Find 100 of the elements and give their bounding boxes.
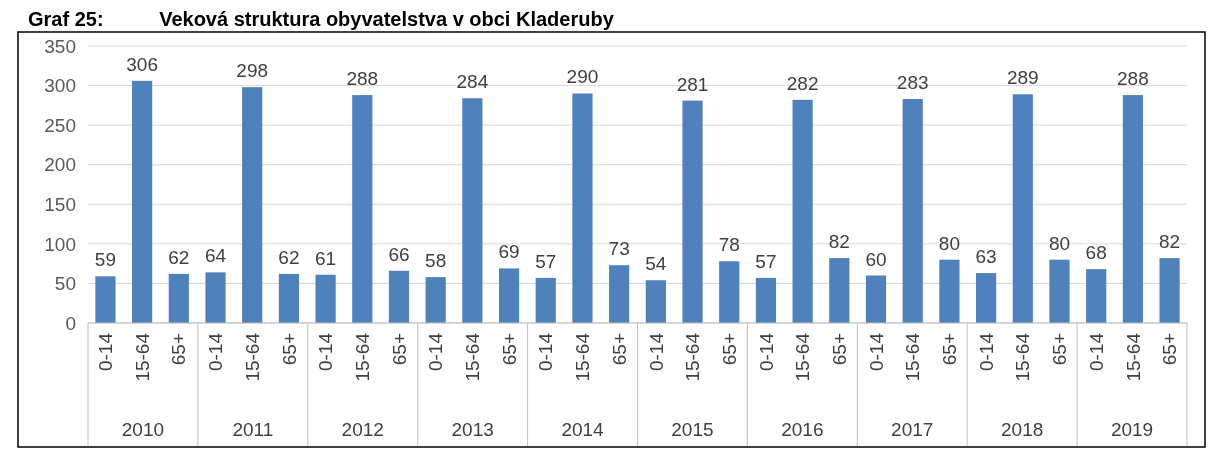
y-tick-label: 150 bbox=[44, 193, 76, 215]
x-tick-label: 65+ bbox=[1049, 333, 1071, 366]
data-label: 68 bbox=[1085, 242, 1107, 264]
text: 2016 bbox=[781, 419, 824, 440]
y-tick-label: 0 bbox=[65, 312, 76, 334]
y-tick-label: 50 bbox=[54, 273, 76, 295]
data-label: 298 bbox=[236, 60, 269, 82]
text: 2013 bbox=[451, 419, 494, 440]
data-label: 283 bbox=[896, 72, 929, 94]
x-tick-label: 15-64 bbox=[682, 332, 704, 382]
text: 2012 bbox=[341, 419, 384, 440]
data-label: 57 bbox=[535, 250, 557, 272]
text: 2018 bbox=[1001, 419, 1044, 440]
x-tick-label: 15-64 bbox=[462, 332, 484, 382]
bar bbox=[132, 80, 153, 323]
bar bbox=[939, 259, 960, 323]
bar bbox=[425, 277, 446, 323]
data-label: 80 bbox=[938, 232, 960, 254]
bar bbox=[498, 268, 520, 323]
data-label: 60 bbox=[865, 248, 887, 270]
x-tick-label: 65+ bbox=[718, 333, 740, 366]
data-label: 62 bbox=[168, 246, 190, 268]
x-tick-label: 0-14 bbox=[315, 332, 337, 372]
text: 2014 bbox=[561, 419, 605, 440]
data-label: 82 bbox=[828, 231, 850, 253]
x-tick-label: 65+ bbox=[828, 333, 850, 366]
data-label: 73 bbox=[608, 238, 630, 260]
x-tick-label: 15-64 bbox=[241, 332, 263, 382]
bar bbox=[976, 273, 997, 323]
data-label: 59 bbox=[94, 249, 116, 271]
data-label: 78 bbox=[718, 234, 740, 256]
y-tick-label: 100 bbox=[44, 233, 76, 255]
data-label: 61 bbox=[315, 247, 337, 269]
x-tick-label: 15-64 bbox=[902, 332, 924, 382]
data-label: 66 bbox=[388, 243, 410, 265]
bar bbox=[315, 274, 336, 323]
bar bbox=[572, 93, 593, 323]
bar bbox=[1122, 95, 1143, 323]
bar bbox=[829, 258, 850, 323]
bar bbox=[352, 95, 373, 323]
x-tick-label: 0-14 bbox=[535, 332, 557, 372]
x-tick-label: 15-64 bbox=[572, 332, 594, 382]
x-tick-label: 0-14 bbox=[205, 332, 227, 372]
bar bbox=[865, 275, 887, 323]
data-label: 57 bbox=[755, 250, 777, 272]
bar bbox=[792, 99, 813, 323]
x-tick-label: 65+ bbox=[278, 333, 300, 366]
bar bbox=[278, 273, 299, 323]
bar bbox=[95, 276, 116, 323]
data-label: 58 bbox=[425, 250, 447, 272]
text: 2010 bbox=[121, 419, 165, 440]
text: 2019 bbox=[1110, 419, 1154, 440]
x-tick-label: 15-64 bbox=[1122, 332, 1144, 382]
data-label: 63 bbox=[975, 246, 997, 268]
x-tick-label: 15-64 bbox=[1012, 332, 1034, 382]
data-label: 288 bbox=[346, 68, 379, 90]
bar bbox=[902, 99, 923, 323]
x-tick-label: 0-14 bbox=[95, 332, 117, 372]
y-tick-label: 300 bbox=[44, 75, 76, 97]
data-label: 281 bbox=[676, 73, 709, 95]
text: 2015 bbox=[671, 419, 714, 440]
bar bbox=[645, 280, 666, 323]
data-label: 64 bbox=[204, 245, 227, 267]
bar bbox=[755, 277, 777, 323]
bar bbox=[1159, 258, 1180, 323]
bar bbox=[168, 273, 189, 323]
bar bbox=[205, 272, 226, 323]
text: 2017 bbox=[891, 419, 934, 440]
x-tick-label: 65+ bbox=[1159, 333, 1181, 366]
bar bbox=[535, 277, 556, 323]
bar bbox=[609, 265, 630, 323]
bar bbox=[242, 87, 263, 323]
x-tick-label: 0-14 bbox=[975, 332, 997, 372]
bar bbox=[719, 261, 740, 323]
data-label: 306 bbox=[126, 53, 158, 75]
x-tick-label: 0-14 bbox=[865, 332, 887, 372]
chart-title: Graf 25: Veková struktura obyvatelstva v obci Kladeruby bbox=[28, 8, 615, 30]
data-label: 288 bbox=[1117, 68, 1149, 90]
data-label: 80 bbox=[1048, 232, 1071, 254]
x-tick-label: 15-64 bbox=[131, 332, 153, 382]
x-tick-label: 15-64 bbox=[351, 332, 373, 382]
x-tick-label: 65+ bbox=[608, 333, 630, 366]
data-label: 289 bbox=[1006, 67, 1039, 89]
data-label: 284 bbox=[456, 71, 489, 93]
bar bbox=[1049, 259, 1070, 323]
bar bbox=[1012, 94, 1033, 323]
text: 2011 bbox=[232, 419, 274, 440]
data-label: 82 bbox=[1159, 231, 1181, 253]
x-tick-label: 65+ bbox=[168, 333, 190, 366]
x-tick-label: 65+ bbox=[939, 333, 961, 366]
x-tick-label: 15-64 bbox=[792, 332, 814, 382]
bar bbox=[462, 98, 483, 323]
bar bbox=[388, 270, 410, 323]
y-tick-label: 350 bbox=[44, 35, 76, 57]
x-tick-label: 65+ bbox=[388, 333, 410, 366]
x-tick-label: 0-14 bbox=[755, 332, 777, 372]
bar bbox=[1086, 269, 1107, 323]
data-label: 69 bbox=[498, 241, 520, 263]
x-tick-label: 0-14 bbox=[645, 332, 667, 372]
data-label: 54 bbox=[645, 253, 667, 275]
